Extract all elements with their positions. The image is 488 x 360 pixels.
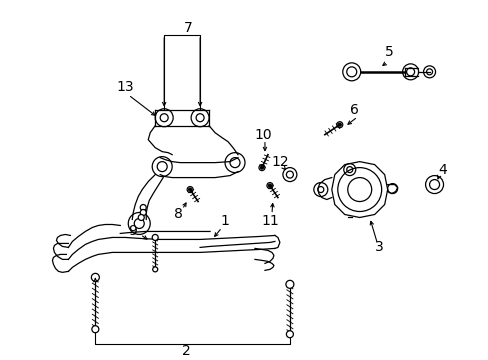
Text: 3: 3 [375, 240, 383, 255]
Text: 10: 10 [254, 128, 271, 142]
Text: 7: 7 [183, 21, 192, 35]
Circle shape [286, 331, 293, 338]
Circle shape [140, 204, 146, 211]
Text: 12: 12 [270, 155, 288, 168]
Text: 2: 2 [182, 344, 190, 358]
Circle shape [91, 273, 99, 282]
Circle shape [152, 234, 158, 240]
Text: 8: 8 [173, 207, 182, 221]
Text: 13: 13 [116, 80, 134, 94]
Text: 4: 4 [437, 163, 446, 177]
Text: 11: 11 [261, 215, 278, 229]
Circle shape [140, 210, 146, 216]
Text: 6: 6 [349, 103, 359, 117]
Text: 1: 1 [220, 215, 229, 229]
Text: 5: 5 [385, 45, 393, 59]
Circle shape [92, 326, 99, 333]
Circle shape [268, 184, 271, 187]
Circle shape [285, 280, 293, 288]
Circle shape [338, 123, 341, 126]
Circle shape [152, 267, 158, 272]
Text: 9: 9 [127, 224, 137, 238]
Circle shape [138, 215, 144, 220]
Circle shape [188, 188, 191, 191]
Circle shape [260, 166, 263, 169]
